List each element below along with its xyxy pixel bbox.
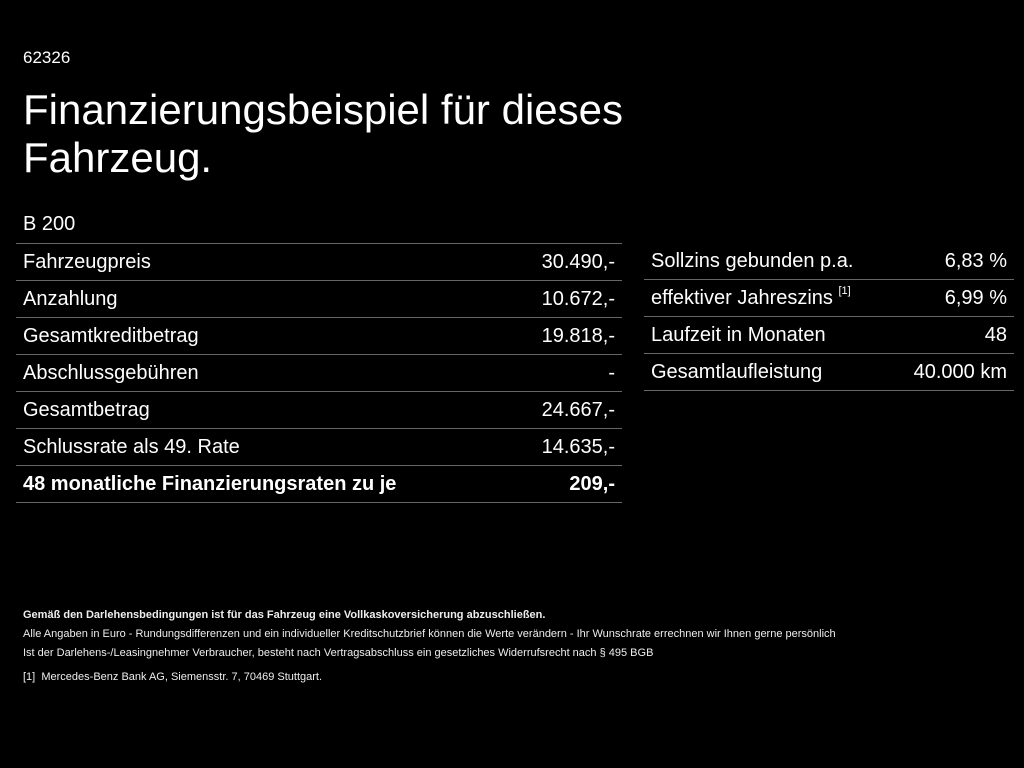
row-value: 6,99 % [891, 279, 1014, 317]
footnote-mark: [1] [23, 671, 36, 683]
row-value: 19.818,- [510, 317, 622, 355]
table-row: Anzahlung 10.672,- [16, 280, 622, 318]
note-line: Alle Angaben in Euro - Rundungsdifferenz… [23, 628, 836, 640]
table-row: effektiver Jahreszins [1] 6,99 % [644, 279, 1014, 317]
interest-table: Sollzins gebunden p.a. 6,83 % effektiver … [644, 243, 1014, 391]
page-title: Finanzierungsbeispiel für dieses Fahrzeu… [23, 86, 623, 181]
row-value: 30.490,- [510, 243, 622, 281]
row-value: 14.635,- [510, 428, 622, 466]
row-value: 10.672,- [510, 280, 622, 318]
model-name: B 200 [23, 213, 76, 235]
footnote-ref: [1] [838, 284, 851, 297]
row-value: 48 [891, 316, 1014, 354]
row-label: Gesamtkreditbetrag [16, 317, 511, 355]
financing-table: Fahrzeugpreis 30.490,- Anzahlung 10.672,- … [16, 243, 622, 503]
note-line: Ist der Darlehens-/Leasingnehmer Verbrau… [23, 647, 654, 659]
row-label: Schlussrate als 49. Rate [16, 428, 511, 466]
legal-notes: Gemäß den Darlehensbedingungen ist für d… [23, 606, 836, 687]
table-row: Schlussrate als 49. Rate 14.635,- [16, 428, 622, 466]
row-label: Gesamtbetrag [16, 391, 511, 429]
table-row: Sollzins gebunden p.a. 6,83 % [644, 243, 1014, 280]
row-value: 6,83 % [891, 243, 1014, 280]
table-row: Gesamtkreditbetrag 19.818,- [16, 317, 622, 355]
row-label: Fahrzeugpreis [16, 243, 511, 281]
row-label: Abschlussgebühren [16, 354, 511, 392]
row-label: Anzahlung [16, 280, 511, 318]
row-value: 209,- [510, 465, 622, 503]
row-label: Sollzins gebunden p.a. [644, 243, 892, 280]
vehicle-code: 62326 [23, 48, 71, 67]
table-row: Laufzeit in Monaten 48 [644, 316, 1014, 354]
footnote-text: Mercedes-Benz Bank AG, Siemensstr. 7, 70… [41, 671, 323, 683]
footnote: [1] Mercedes-Benz Bank AG, Siemensstr. 7… [23, 668, 836, 687]
row-label: Gesamtlaufleistung [644, 353, 892, 391]
monthly-rate-row: 48 monatliche Finanzierungsraten zu je 20… [16, 465, 622, 503]
table-row: Gesamtbetrag 24.667,- [16, 391, 622, 429]
row-label-cell: effektiver Jahreszins [1] [644, 279, 892, 317]
table-row: Fahrzeugpreis 30.490,- [16, 243, 622, 281]
table-row: Gesamtlaufleistung 40.000 km [644, 353, 1014, 391]
table-row: Abschlussgebühren - [16, 354, 622, 392]
row-value: 40.000 km [891, 353, 1014, 391]
row-label: Laufzeit in Monaten [644, 316, 892, 354]
row-label: 48 monatliche Finanzierungsraten zu je [16, 465, 511, 503]
row-label: effektiver Jahreszins [651, 286, 833, 309]
row-value: - [510, 354, 622, 392]
row-value: 24.667,- [510, 391, 622, 429]
insurance-note: Gemäß den Darlehensbedingungen ist für d… [23, 609, 546, 621]
